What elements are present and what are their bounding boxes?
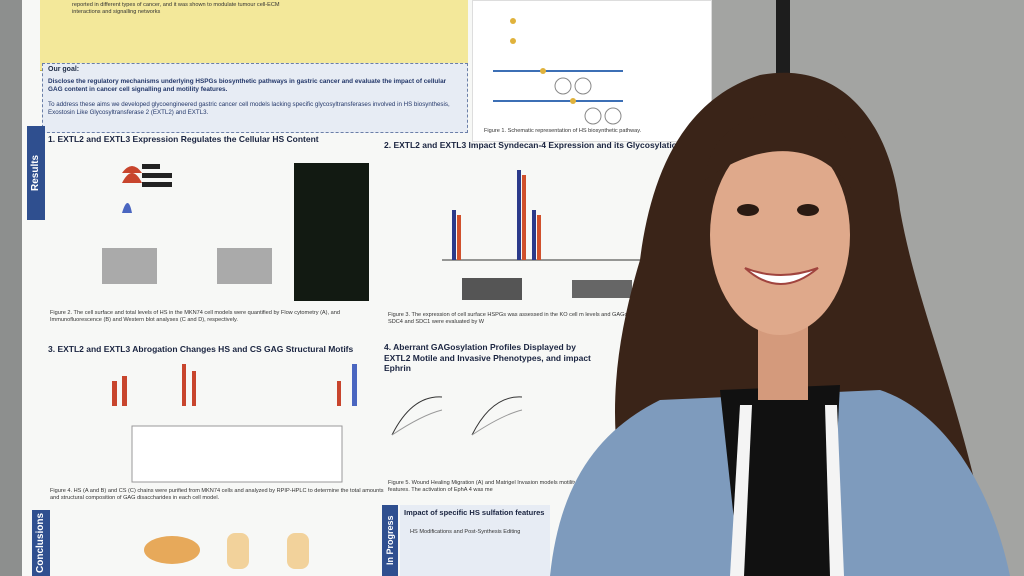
goal-box: [42, 63, 468, 133]
person: [550, 72, 1010, 576]
figure3: [442, 170, 642, 300]
intro-box: [40, 0, 468, 71]
results-tab: Results: [27, 126, 45, 220]
figure5-caption: Figure 5. Wound Healing Migration (A) an…: [388, 480, 577, 493]
intro-text: reported in different types of cancer, a…: [72, 2, 280, 15]
figure4: [112, 364, 357, 483]
figure1-caption: Figure 1. Schematic representation of HS…: [484, 128, 642, 134]
progress-box: [400, 505, 550, 576]
figure4-caption: Figure 4. HS (A and B) and CS (C) chains…: [50, 488, 384, 501]
section-title: 1. EXTL2 and EXTL3 Expression Regulates …: [48, 134, 319, 144]
progress-title: Impact of specific HS sulfation features: [404, 508, 545, 517]
section-title: 2. EXTL2 and EXTL3 Impact Syndecan-4 Exp…: [384, 140, 694, 150]
figure2-caption: Figure 2. The cell surface and total lev…: [50, 310, 340, 323]
figure2: [102, 163, 369, 301]
progress-subtitle: HS Modifications and Post-Synthesis Edit…: [410, 529, 521, 535]
goal-title: Our goal:: [48, 66, 80, 73]
progress-tab: In Progress: [382, 505, 398, 576]
figure3-caption: Figure 3. The expression of cell surface…: [388, 312, 673, 325]
pathway-diagram: [493, 18, 623, 125]
figure1: [472, 0, 712, 142]
figure5: [391, 396, 523, 436]
section-title: 3. EXTL2 and EXTL3 Abrogation Changes HS…: [48, 344, 354, 354]
conclusions-diagram: [144, 533, 309, 569]
poster: reported in different types of cancer, a…: [22, 0, 712, 576]
goal-approach: To address these aims we developed glyco…: [48, 101, 450, 116]
conclusions-tab: Conclusions: [32, 510, 50, 576]
section-title: 4. Aberrant GAGosylation Profiles Displa…: [384, 342, 591, 374]
goal-text: Disclose the regulatory mechanisms under…: [48, 78, 447, 93]
